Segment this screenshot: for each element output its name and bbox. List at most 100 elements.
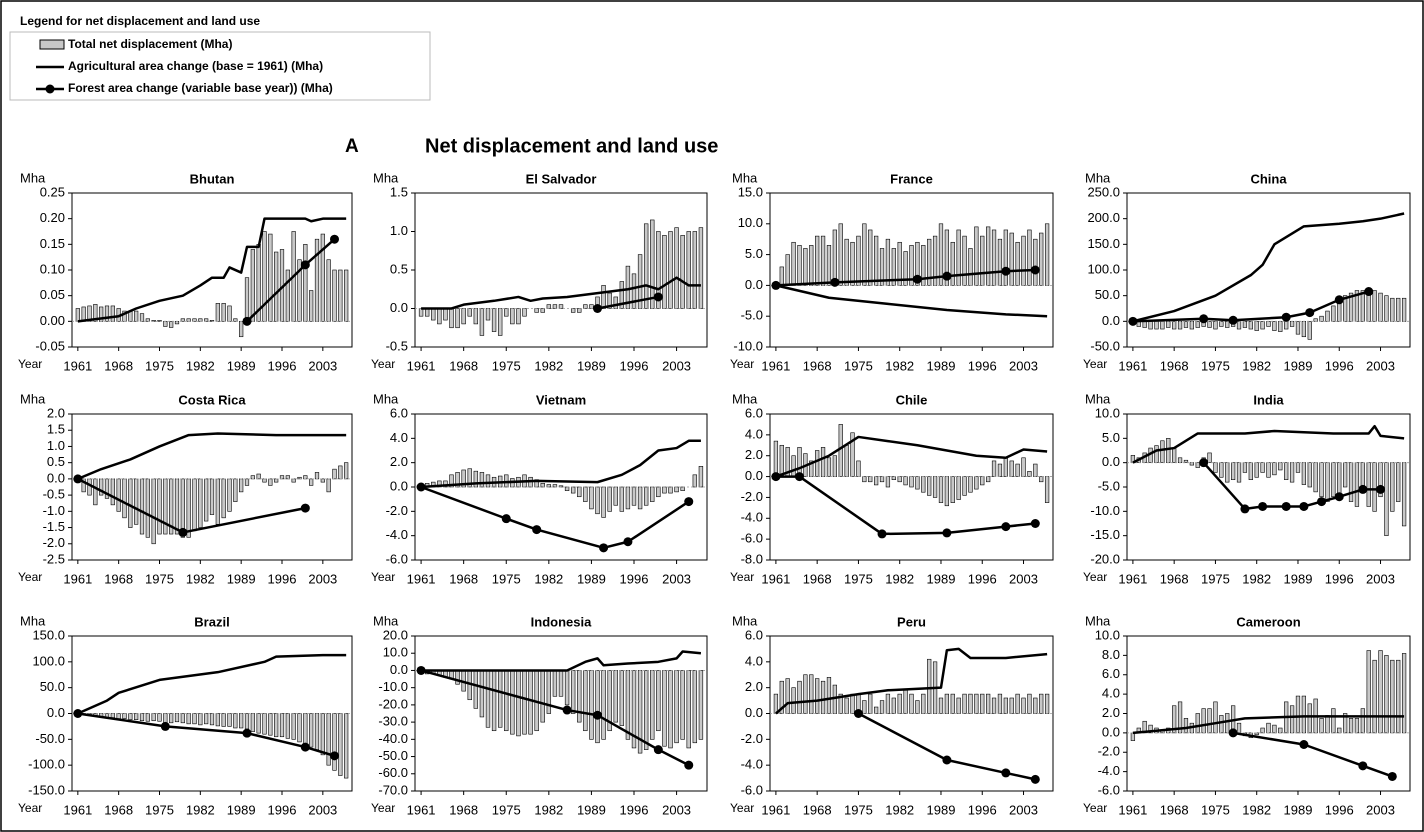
bar <box>820 235 826 286</box>
x-tick-label: 2003 <box>662 802 691 817</box>
x-tick-label: 1968 <box>803 571 832 586</box>
forest-marker <box>73 709 83 718</box>
y-tick-label: 10.0 <box>1095 405 1120 420</box>
x-tick-label: 1975 <box>492 571 521 586</box>
bar <box>1307 462 1312 488</box>
bar <box>1009 697 1014 714</box>
agricultural-line <box>77 653 347 715</box>
bar <box>1384 295 1389 322</box>
bar <box>528 670 533 735</box>
bar <box>1039 232 1044 286</box>
y-axis-unit: Mha <box>732 170 758 185</box>
bar <box>1160 440 1165 463</box>
bar <box>1201 708 1206 734</box>
x-tick-label: 1982 <box>186 358 215 373</box>
bar <box>1325 715 1330 734</box>
chart-title: El Salvador <box>526 171 597 186</box>
forest-marker <box>771 472 781 482</box>
y-tick-label: 2.0 <box>47 405 65 420</box>
bar <box>809 674 814 714</box>
bar <box>844 238 849 286</box>
y-tick-label: -4.0 <box>741 510 763 525</box>
bar <box>1390 659 1395 734</box>
bar <box>619 486 625 512</box>
y-tick-label: -20.0 <box>378 696 408 711</box>
bar <box>128 713 133 720</box>
bar <box>1348 462 1354 502</box>
bar <box>552 670 558 697</box>
bar <box>1033 238 1038 286</box>
bar <box>974 693 979 714</box>
bar <box>1154 321 1159 330</box>
x-tick-label: 1989 <box>577 802 606 817</box>
bar <box>643 223 649 309</box>
bar <box>497 670 503 728</box>
bar <box>680 486 685 491</box>
forest-line <box>1232 731 1393 778</box>
y-axis-unit: Mha <box>373 170 399 185</box>
bar <box>227 478 232 512</box>
bar <box>116 478 121 512</box>
x-tick-label: 1982 <box>534 358 563 373</box>
y-tick-label: -40.0 <box>378 731 408 746</box>
bar <box>1325 310 1330 322</box>
bar <box>980 235 985 286</box>
bar <box>1401 462 1407 527</box>
y-tick-label: -2.0 <box>741 731 763 746</box>
bar <box>1278 462 1283 471</box>
bar <box>619 670 625 726</box>
forest-marker <box>1299 740 1309 749</box>
bar <box>87 478 92 496</box>
bar <box>570 486 576 494</box>
bar <box>583 670 588 732</box>
bar <box>891 248 896 286</box>
bar <box>1301 695 1307 734</box>
y-tick-label: -2.0 <box>741 489 763 504</box>
y-tick-label: 200.0 <box>1087 210 1120 225</box>
y-tick-label: -1.5 <box>43 519 65 534</box>
y-axis-unit: Mha <box>20 391 46 406</box>
forest-marker <box>73 474 83 484</box>
bar <box>1242 462 1248 473</box>
y-tick-label: -0.05 <box>35 338 65 353</box>
forest-marker <box>1001 266 1011 276</box>
bar <box>1366 650 1371 734</box>
bar <box>303 244 308 322</box>
chart-title: Vietnam <box>536 392 586 407</box>
bar <box>637 486 643 510</box>
forest-marker <box>300 260 310 270</box>
bar <box>674 670 679 744</box>
y-tick-label: 6.0 <box>745 627 763 642</box>
forest-marker <box>160 721 170 731</box>
x-tick-label: 1961 <box>407 358 436 373</box>
y-tick-label: 0.0 <box>47 470 65 485</box>
y-tick-label: 250.0 <box>1087 184 1120 199</box>
bar <box>1289 321 1295 327</box>
x-tick-label: 1968 <box>1160 571 1189 586</box>
bar <box>291 713 296 740</box>
bar <box>803 248 808 286</box>
bar <box>1272 724 1277 734</box>
bar <box>534 308 539 313</box>
y-tick-label: 0.5 <box>47 454 65 469</box>
bar <box>1213 321 1218 330</box>
bar <box>650 486 655 502</box>
bar <box>791 455 796 477</box>
y-tick-label: 6.0 <box>390 405 408 420</box>
bar <box>552 484 558 488</box>
bar <box>1295 321 1301 335</box>
bar <box>986 226 991 286</box>
y-tick-label: 50.0 <box>1095 287 1120 302</box>
panel-label: A <box>345 136 359 157</box>
bar <box>625 486 631 510</box>
bar <box>832 455 837 477</box>
bar <box>546 670 552 714</box>
bar <box>980 476 985 486</box>
bar <box>314 238 320 322</box>
forest-marker <box>242 316 252 326</box>
y-tick-label: -10.0 <box>733 338 763 353</box>
y-tick-label: 0.0 <box>745 277 763 292</box>
bar <box>897 476 902 483</box>
forest-marker <box>1305 308 1315 318</box>
x-tick-label: 1975 <box>145 571 174 586</box>
